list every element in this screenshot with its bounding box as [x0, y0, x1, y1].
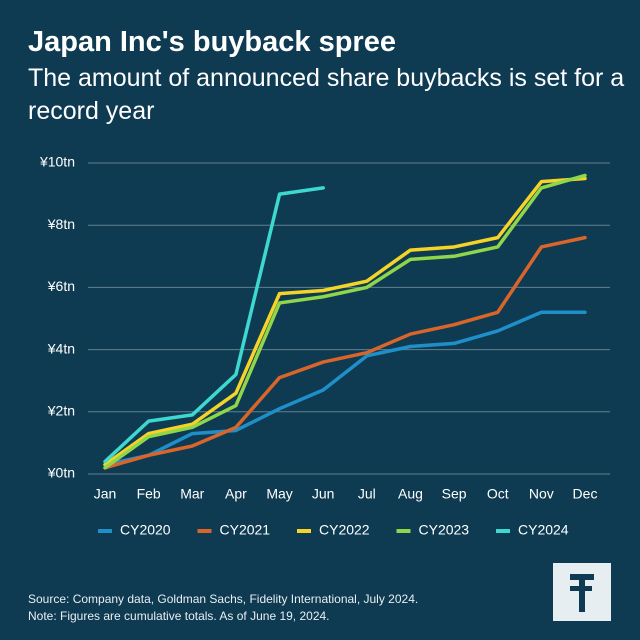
legend-label: CY2024: [518, 522, 569, 538]
line-series: [103, 235, 587, 470]
x-tick-label: Sep: [442, 486, 467, 502]
x-tick-label: Jun: [312, 486, 335, 502]
x-tick-label: Oct: [487, 486, 509, 502]
x-tick-label: Nov: [529, 486, 554, 502]
legend-label: CY2020: [120, 522, 171, 538]
x-tick-label: Mar: [180, 486, 204, 502]
x-tick-label: Feb: [137, 486, 161, 502]
line-series: [103, 176, 587, 467]
x-tick-label: May: [266, 486, 292, 502]
legend-label: CY2023: [419, 522, 470, 538]
y-tick-label: ¥6tn: [47, 278, 75, 294]
y-tick-label: ¥10tn: [39, 154, 75, 170]
source-note: Source: Company data, Goldman Sachs, Fid…: [28, 592, 419, 606]
line-series: [103, 186, 325, 464]
y-tick-label: ¥2tn: [47, 403, 75, 419]
logo: [553, 563, 611, 621]
y-tick-label: ¥0tn: [47, 465, 75, 481]
legend-label: CY2021: [220, 522, 271, 538]
line-series: [103, 310, 587, 467]
line-series: [103, 173, 587, 470]
x-tick-label: Jul: [358, 486, 376, 502]
x-tick-label: Apr: [225, 486, 247, 502]
y-tick-label: ¥4tn: [47, 340, 75, 356]
x-tick-label: Jan: [94, 486, 117, 502]
chart-title: Japan Inc's buyback spree: [28, 26, 396, 58]
y-tick-label: ¥8tn: [47, 216, 75, 232]
legend-label: CY2022: [319, 522, 370, 538]
chart-subtitle: The amount of announced share buybacks i…: [28, 64, 625, 125]
x-tick-label: Dec: [573, 486, 598, 502]
x-tick-label: Aug: [398, 486, 423, 502]
footnote: Note: Figures are cumulative totals. As …: [28, 609, 330, 623]
